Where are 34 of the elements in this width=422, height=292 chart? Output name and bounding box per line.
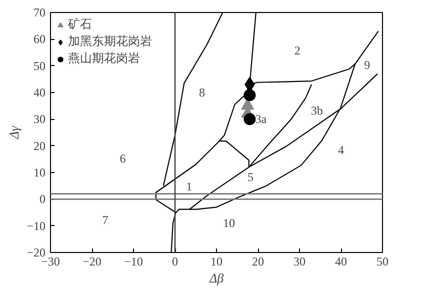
y-tick-label: −10 <box>26 218 46 233</box>
y-tick-label: 40 <box>34 86 46 100</box>
x-tick-label: 10 <box>210 254 222 268</box>
y-tick-label: 50 <box>34 58 46 73</box>
legend-label: 矿石 <box>68 16 92 33</box>
x-tick-label: −20 <box>82 254 102 268</box>
x-tick-label: 0 <box>172 254 178 268</box>
legend-label: 加黑东期花岗岩 <box>68 33 152 50</box>
annotation: 3a <box>255 112 268 126</box>
y-tick-label: 0 <box>40 192 46 206</box>
annotation: 7 <box>102 212 108 227</box>
y-tick-label: 70 <box>34 6 46 20</box>
y-axis-title: Δγ <box>6 125 22 140</box>
y-tick-label: 60 <box>34 32 46 46</box>
y-tick-label: 10 <box>34 166 46 180</box>
y-tick-label: 30 <box>34 112 46 126</box>
x-tick-label: 20 <box>252 254 264 268</box>
annotation: 6 <box>120 152 126 166</box>
x-tick-label: 40 <box>335 254 347 268</box>
annotation: 1 <box>186 180 192 194</box>
x-tick-label: 50 <box>376 254 388 268</box>
legend-label: 燕山期花岗岩 <box>68 50 140 67</box>
y-tick-label: 20 <box>34 138 46 153</box>
x-tick-label: −10 <box>124 254 143 268</box>
annotation: 3b <box>310 104 323 118</box>
annotation: 5 <box>248 170 254 184</box>
x-axis-title: Δβ <box>208 270 224 286</box>
annotation: 10 <box>222 216 235 230</box>
annotation: 2 <box>294 43 300 58</box>
annotation: 8 <box>198 86 205 100</box>
x-tick-label: 30 <box>294 254 306 268</box>
y-tick-label: −20 <box>26 246 46 260</box>
annotation: 9 <box>364 58 370 72</box>
annotation: 4 <box>338 143 344 158</box>
